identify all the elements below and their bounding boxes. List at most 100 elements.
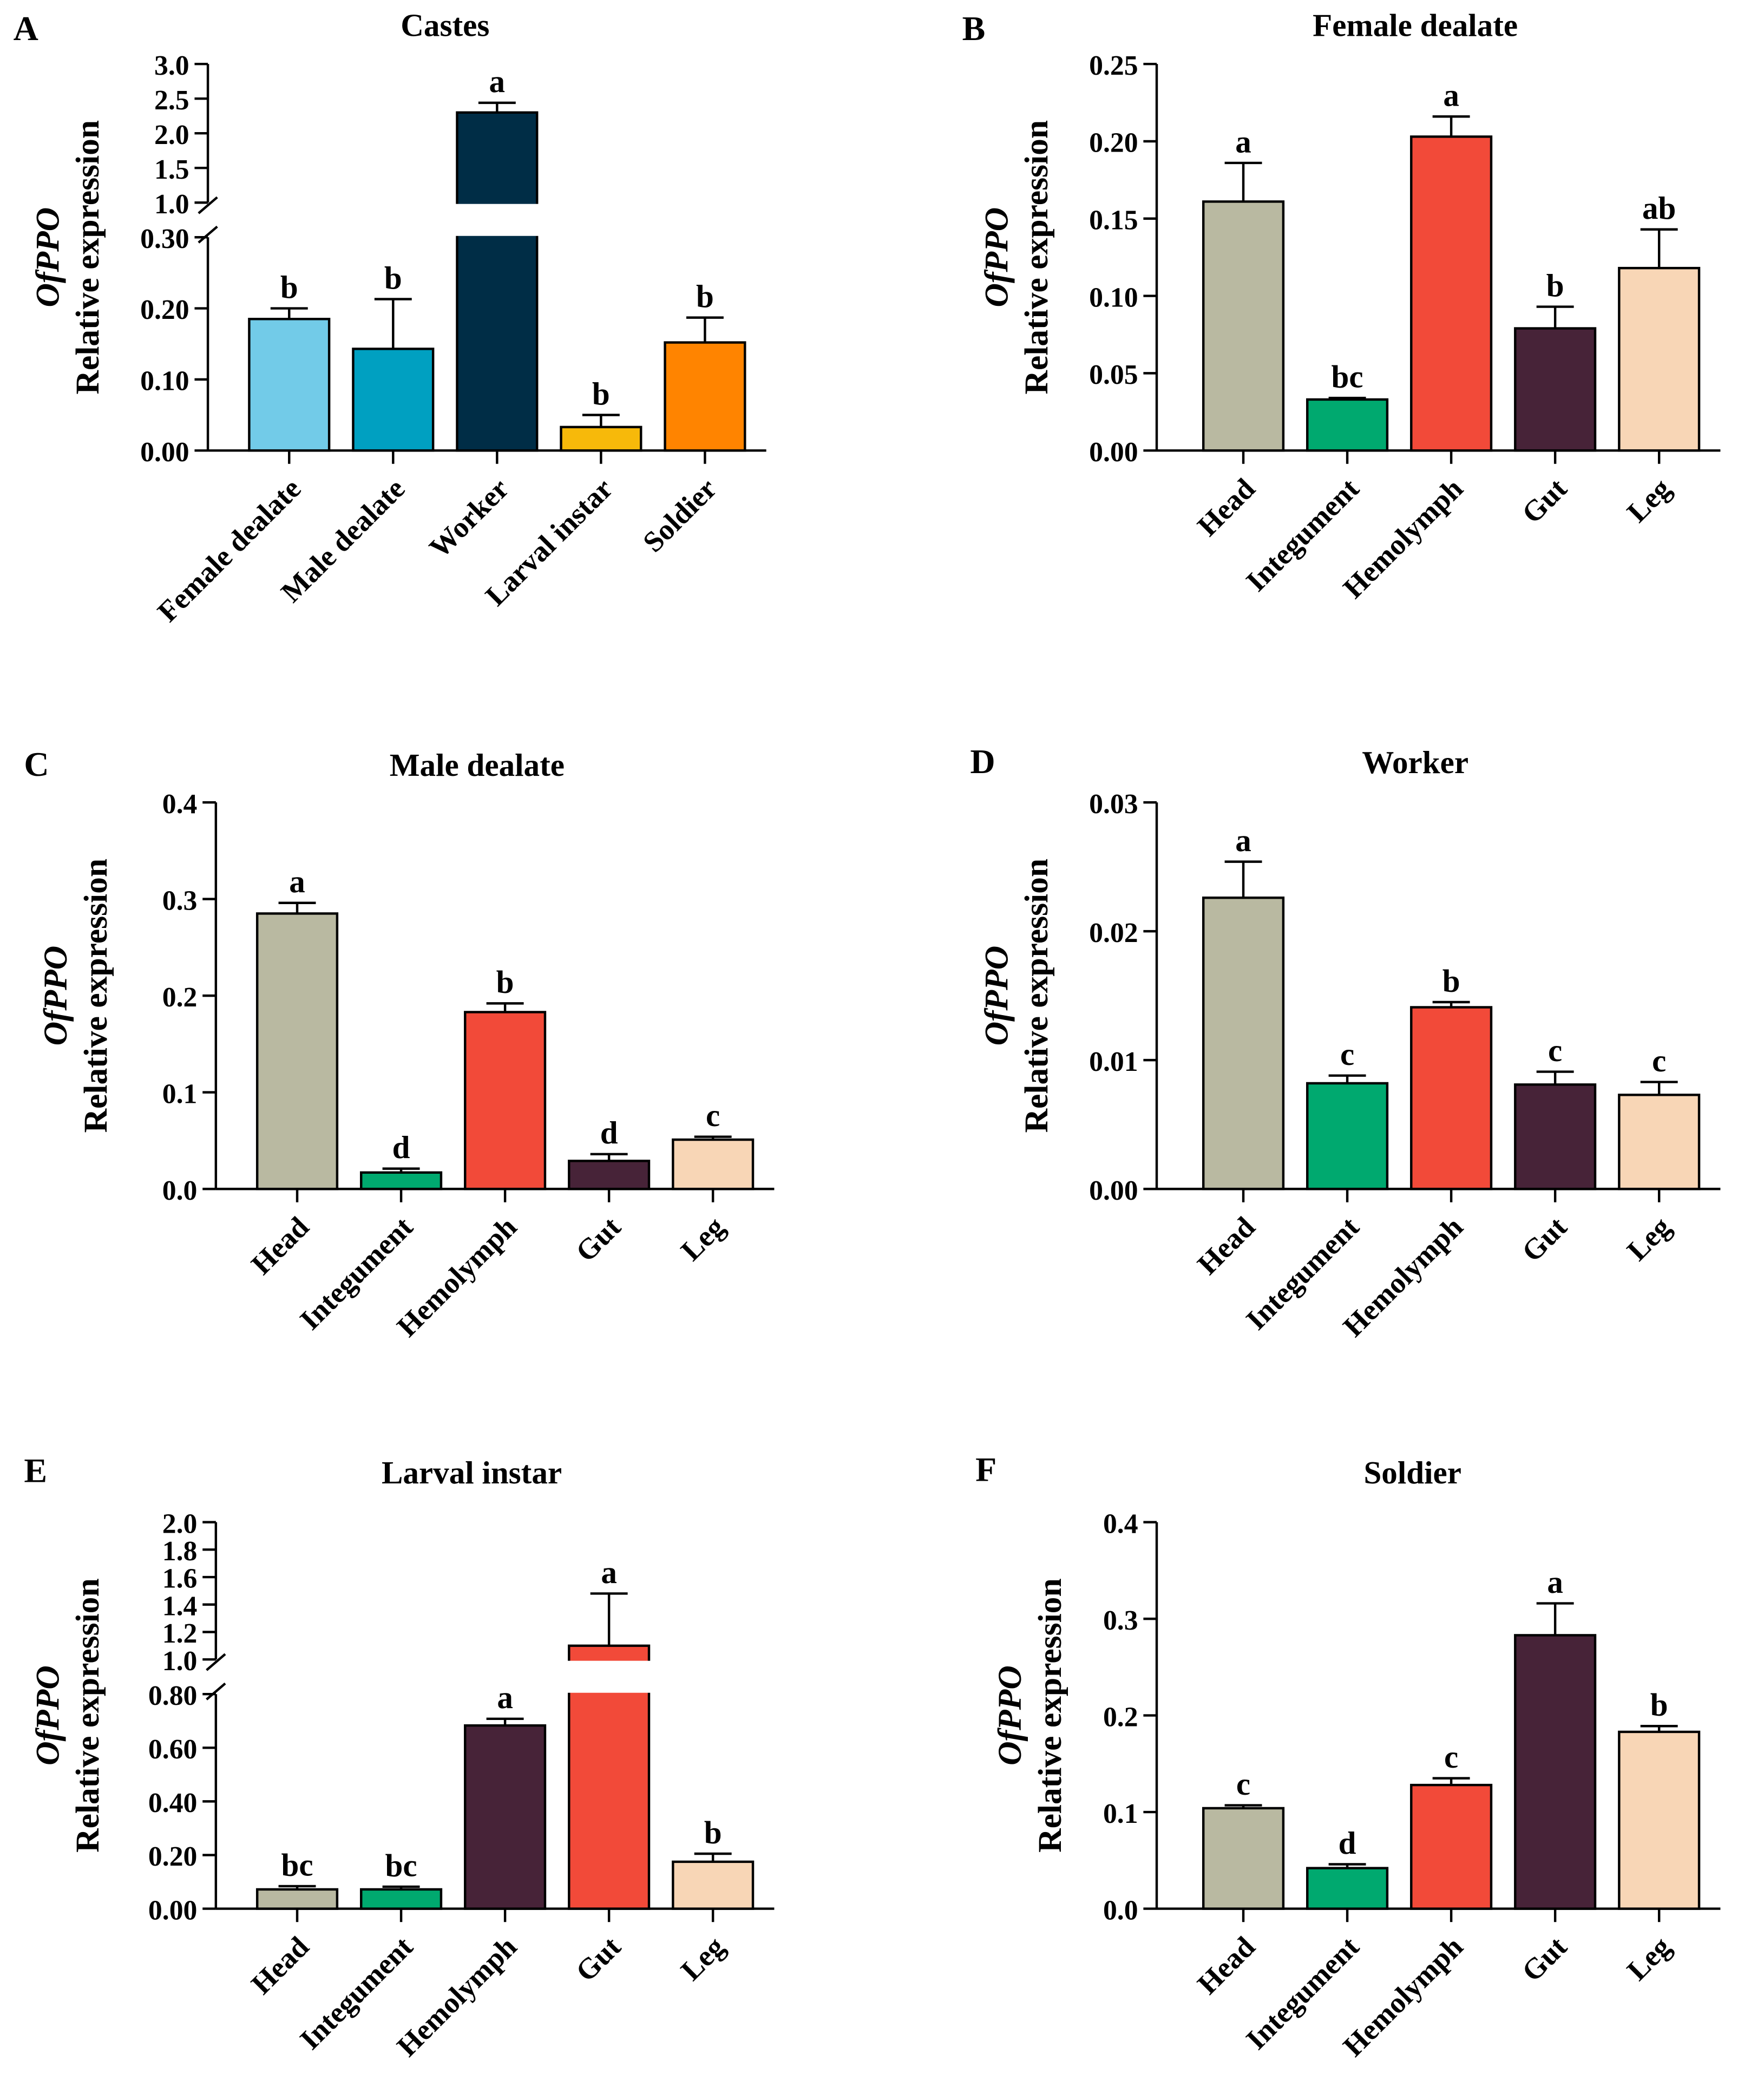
bar: [672, 1138, 755, 1191]
significance-letter: d: [1339, 1825, 1356, 1861]
y-axis-label: Relative expression: [69, 120, 106, 395]
x-tick-label: Leg: [674, 1931, 731, 1987]
y-tick-label: 0.01: [1089, 1046, 1138, 1077]
y-tick-label: 0.2: [162, 982, 198, 1013]
significance-letter: c: [1444, 1739, 1458, 1775]
panel-d: D Worker OfPPO Relative expression 0.00 0.01 0…: [970, 742, 1721, 1343]
y-tick-label: 0.02: [1089, 918, 1138, 949]
panel-f: F Soldier OfPPO Relative expression 0.0 0.1 0.…: [975, 1450, 1721, 2063]
significance-letter: b: [592, 376, 610, 411]
x-tick-label: Gut: [569, 1931, 627, 1988]
bar: [1514, 327, 1597, 452]
y-tick-label: 1.6: [162, 1564, 198, 1594]
y-tick-label: 0.10: [140, 366, 189, 397]
x-tick-label: Leg: [1621, 1931, 1677, 1987]
y-axis-label: Relative expression: [69, 1578, 106, 1853]
y-axis-gene-label: OfPPO: [29, 207, 66, 308]
panel-letter: F: [975, 1450, 996, 1488]
y-axis-gene-label: OfPPO: [978, 946, 1015, 1046]
bar: [1410, 1783, 1493, 1910]
y-tick-label: 1.0: [154, 189, 189, 220]
y-tick-label: 0.40: [148, 1788, 197, 1819]
significance-letter: b: [704, 1814, 722, 1850]
significance-letter: c: [1548, 1032, 1562, 1068]
significance-letter: d: [600, 1115, 618, 1150]
panel-title: Female dealate: [1313, 7, 1518, 43]
significance-letter: a: [489, 63, 506, 99]
bar: [359, 1171, 443, 1191]
x-tick-label: Soldier: [637, 472, 723, 558]
bar: [1202, 200, 1285, 452]
significance-letter: bc: [385, 1847, 417, 1883]
panel-c: C Male dealate OfPPO Relative expression 0.0…: [24, 745, 775, 1343]
panel-letter: C: [24, 745, 49, 783]
axis-break-mark: [206, 1653, 226, 1671]
panel-title: Worker: [1362, 744, 1468, 780]
significance-letter: b: [280, 269, 298, 305]
panel-b: B Female dealate OfPPO Relative expression 0…: [962, 7, 1721, 605]
panel-title: Soldier: [1363, 1455, 1461, 1490]
x-tick-label: Head: [1191, 1211, 1261, 1281]
panel-letter: E: [24, 1451, 47, 1490]
axis-break-gap: [454, 204, 540, 236]
y-tick-label: 2.0: [154, 120, 189, 151]
bar: [255, 1888, 339, 1910]
significance-letter: c: [1652, 1043, 1666, 1078]
y-tick-label: 0.0: [1103, 1895, 1138, 1926]
panel-title: Castes: [401, 7, 489, 43]
axis-break-mark: [206, 1682, 226, 1700]
significance-letter: b: [1650, 1687, 1668, 1723]
y-tick-label: 0.1: [1103, 1798, 1138, 1829]
y-axis-gene-label: OfPPO: [37, 946, 74, 1046]
bar: [1410, 1006, 1493, 1191]
x-tick-label: Gut: [1516, 1211, 1573, 1268]
y-tick-label: 0.80: [148, 1680, 197, 1711]
bar: [359, 1888, 443, 1910]
y-tick-label: 0.00: [1089, 1175, 1138, 1206]
axis-break-mark: [198, 196, 218, 214]
y-tick-label: 0.2: [1103, 1702, 1138, 1732]
significance-letter: b: [1442, 963, 1460, 998]
x-tick-label: Gut: [1516, 1931, 1573, 1988]
bar: [1306, 398, 1389, 452]
significance-letter: a: [1443, 77, 1459, 113]
significance-letter: a: [1235, 822, 1251, 858]
y-tick-label: 2.5: [154, 85, 189, 116]
y-tick-label: 0.25: [1089, 50, 1138, 81]
y-tick-label: 0.4: [1103, 1508, 1138, 1539]
y-tick-label: 0.4: [162, 789, 198, 820]
y-axis-label: Relative expression: [1018, 859, 1055, 1133]
y-tick-label: 0.20: [148, 1841, 197, 1872]
bar: [560, 426, 642, 452]
significance-letter: ab: [1642, 190, 1676, 226]
bar: [1306, 1867, 1389, 1910]
y-tick-label: 1.8: [162, 1536, 198, 1567]
significance-letter: c: [1236, 1766, 1250, 1802]
bar: [464, 1011, 547, 1191]
bar: [1202, 897, 1285, 1191]
x-tick-label: Head: [1191, 1931, 1261, 2001]
bar: [248, 318, 331, 452]
bar: [1618, 266, 1701, 452]
y-axis-gene-label: OfPPO: [992, 1665, 1028, 1765]
x-tick-label: Gut: [1516, 472, 1573, 529]
bar: [456, 111, 539, 452]
x-tick-label: Female dealate: [151, 472, 307, 628]
axis-break-mark: [198, 225, 218, 244]
y-tick-label: 0.30: [140, 224, 189, 254]
y-axis-label: Relative expression: [77, 859, 114, 1133]
panel-title: Male dealate: [390, 747, 565, 783]
significance-letter: c: [706, 1097, 720, 1133]
y-tick-label: 0.05: [1089, 359, 1138, 390]
significance-letter: a: [1235, 123, 1251, 159]
y-axis-label: Relative expression: [1032, 1578, 1068, 1853]
panel-letter: B: [962, 9, 986, 48]
bar: [255, 912, 339, 1191]
significance-letter: b: [1546, 267, 1564, 303]
y-axis-gene-label: OfPPO: [978, 207, 1015, 308]
significance-letter: b: [496, 964, 514, 1000]
bar: [672, 1860, 755, 1910]
x-tick-label: Leg: [1621, 472, 1677, 528]
y-tick-label: 0.0: [162, 1175, 198, 1206]
